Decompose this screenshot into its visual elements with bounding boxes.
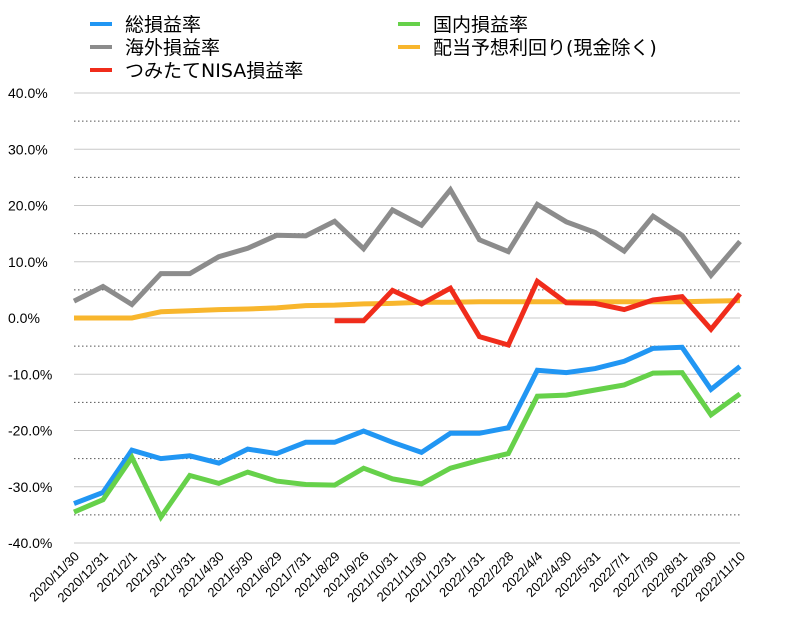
y-tick-label: -20.0% [8,423,52,439]
legend-item-dividend-yield: 配当予想利回り(現金除く) [398,37,657,59]
series-line-1 [73,370,742,523]
series-line-2 [72,185,742,308]
series-line-0 [73,344,742,506]
y-tick-label: -30.0% [8,479,52,495]
y-tick-label: -40.0% [8,535,52,551]
y-tick-label: 20.0% [8,198,48,214]
legend-label: 配当予想利回り(現金除く) [433,37,657,59]
y-tick-label: 30.0% [8,141,48,157]
grid [74,92,740,544]
legend-label: 国内損益率 [433,14,528,36]
legend-item-domestic: 国内損益率 [398,14,528,36]
series-lines [72,185,742,523]
x-axis-ticks: 2020/11/302020/12/312021/2/12021/3/12021… [26,549,748,606]
legend-item-total: 総損益率 [90,14,201,36]
y-tick-label: 0.0% [8,310,40,326]
y-tick-label: 40.0% [8,85,48,101]
y-tick-label: -10.0% [8,366,52,382]
legend-item-overseas: 海外損益率 [90,37,220,59]
series-line-4 [334,277,742,349]
y-tick-label: 10.0% [8,254,48,270]
legend-label: 総損益率 [125,14,201,36]
legend: 総損益率 国内損益率 海外損益率 配当予想利回り(現金除く) つみたてNISA損… [90,14,657,82]
legend-label: つみたてNISA損益率 [125,60,303,82]
series-line-3 [74,298,741,321]
legend-label: 海外損益率 [125,37,220,59]
y-axis-ticks: 40.0% 30.0% 20.0% 10.0% 0.0% -10.0% -20.0% -30.… [8,85,52,551]
legend-item-nisa: つみたてNISA損益率 [90,60,303,82]
